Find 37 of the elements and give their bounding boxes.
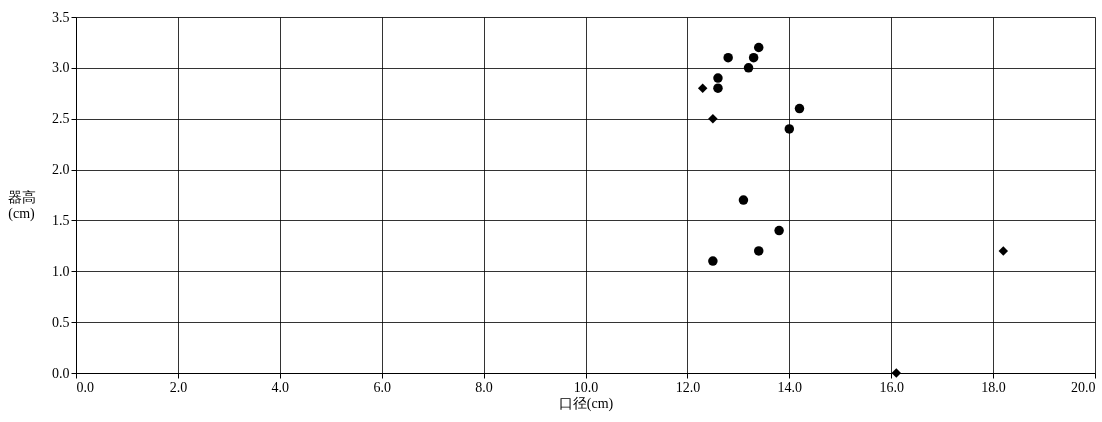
x-tick-label: 14.0 xyxy=(777,379,803,395)
point xyxy=(998,246,1009,256)
point xyxy=(713,83,723,93)
x-tick-label: 8.0 xyxy=(475,379,493,395)
x-tick-label: 20.0 xyxy=(1071,379,1096,395)
point xyxy=(753,246,764,256)
y-tick-label: 0.5 xyxy=(52,314,70,330)
point xyxy=(713,73,723,83)
point xyxy=(774,225,784,236)
y-axis-title: 器高 (cm) xyxy=(7,189,36,222)
point xyxy=(738,195,749,205)
y-tick-label: 3.0 xyxy=(52,60,70,76)
y-tick-label: 1.5 xyxy=(52,212,70,228)
point xyxy=(753,42,764,53)
x-tick-label: 4.0 xyxy=(271,379,290,395)
point xyxy=(708,256,718,266)
x-tick-label: 6.0 xyxy=(373,379,391,395)
y-tick-label: 0.0 xyxy=(52,365,70,381)
y-tick-label: 2.5 xyxy=(52,111,70,127)
y-tick-label: 2.0 xyxy=(52,162,70,178)
point xyxy=(784,124,795,134)
x-tick-label: 10.0 xyxy=(573,379,599,395)
x-tick-label: 2.0 xyxy=(169,379,188,395)
point xyxy=(743,63,754,73)
point xyxy=(794,103,805,114)
x-tick-label: 12.0 xyxy=(675,379,701,395)
y-tick-label: 1.0 xyxy=(52,263,70,279)
x-tick-label: 16.0 xyxy=(879,379,904,395)
x-tick-label: 0.0 xyxy=(76,379,94,395)
point xyxy=(697,83,708,93)
point xyxy=(748,52,759,63)
x-tick-label: 18.0 xyxy=(981,379,1006,395)
point xyxy=(891,368,902,378)
x-axis-title: 口径(cm) xyxy=(558,395,614,412)
y-tick-label: 3.5 xyxy=(52,9,70,25)
point xyxy=(708,113,718,124)
point xyxy=(723,52,733,63)
